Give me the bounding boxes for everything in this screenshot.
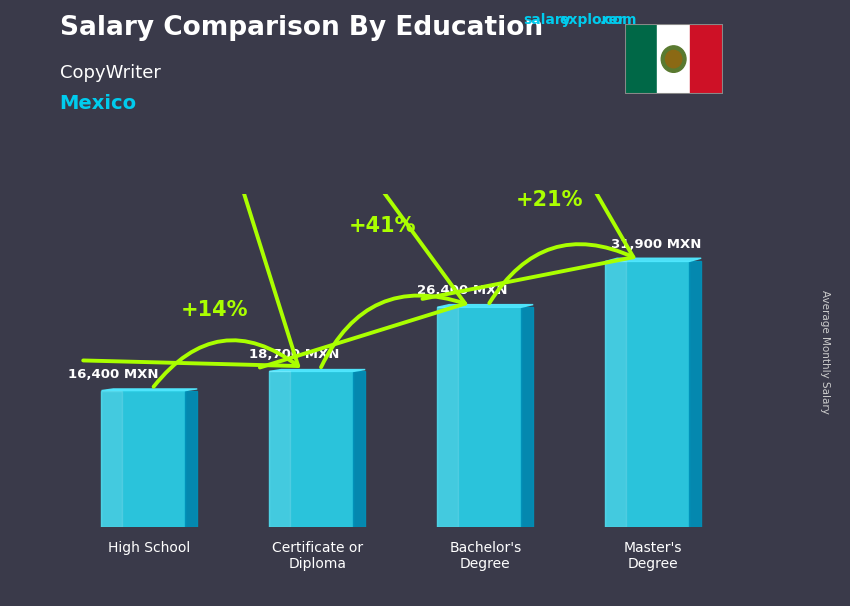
FancyArrowPatch shape (422, 71, 633, 303)
Circle shape (666, 50, 682, 68)
Polygon shape (605, 258, 701, 261)
Bar (690, 24, 722, 94)
Polygon shape (521, 307, 533, 527)
Bar (101, 390, 185, 527)
Text: 18,700 MXN: 18,700 MXN (250, 348, 340, 361)
Bar (657, 24, 690, 94)
Polygon shape (269, 370, 366, 371)
Text: Salary Comparison By Education: Salary Comparison By Education (60, 15, 542, 41)
Text: CopyWriter: CopyWriter (60, 64, 161, 82)
Text: +21%: +21% (516, 190, 584, 210)
Text: explorer: explorer (559, 13, 626, 27)
FancyArrowPatch shape (83, 161, 298, 387)
Bar (438, 307, 458, 527)
Text: Average Monthly Salary: Average Monthly Salary (819, 290, 830, 413)
Bar (438, 307, 521, 527)
Bar (269, 371, 354, 527)
Text: 31,900 MXN: 31,900 MXN (610, 238, 701, 251)
Text: salary: salary (523, 13, 570, 27)
Text: 26,400 MXN: 26,400 MXN (417, 284, 508, 297)
Polygon shape (185, 390, 197, 527)
Bar (625, 24, 657, 94)
FancyArrowPatch shape (260, 130, 465, 367)
Text: .com: .com (600, 13, 638, 27)
Text: 16,400 MXN: 16,400 MXN (68, 368, 158, 381)
Circle shape (661, 46, 686, 72)
Text: +41%: +41% (348, 216, 416, 236)
Bar (605, 261, 689, 527)
Polygon shape (101, 389, 197, 390)
Polygon shape (689, 261, 701, 527)
Bar (269, 371, 291, 527)
Text: Mexico: Mexico (60, 94, 137, 113)
Polygon shape (354, 371, 366, 527)
Bar (101, 390, 122, 527)
Bar (605, 261, 626, 527)
Text: +14%: +14% (180, 300, 248, 320)
Polygon shape (438, 305, 533, 307)
